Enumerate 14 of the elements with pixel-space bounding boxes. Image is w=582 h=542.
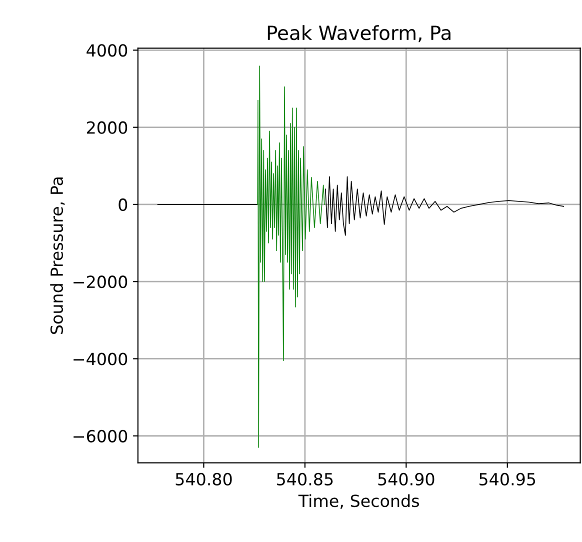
y-tick-label: 0 <box>118 198 128 212</box>
chart-title: Peak Waveform, Pa <box>268 25 450 42</box>
y-tick-label: −4000 <box>74 352 128 366</box>
x-tick-label: 540.80 <box>176 472 232 486</box>
x-tick-label: 540.85 <box>277 472 333 486</box>
y-axis-title: Sound Pressure, Pa <box>50 178 65 334</box>
x-tick-label: 540.95 <box>480 472 536 486</box>
x-axis-title: Time, Seconds <box>298 494 419 509</box>
y-tick-label: 4000 <box>86 44 128 57</box>
x-tick-label: 540.90 <box>378 472 434 486</box>
y-tick-label: 2000 <box>87 121 128 134</box>
line-series <box>257 66 325 448</box>
y-tick-label: −6000 <box>74 430 128 442</box>
y-tick-label: −2000 <box>74 276 128 288</box>
